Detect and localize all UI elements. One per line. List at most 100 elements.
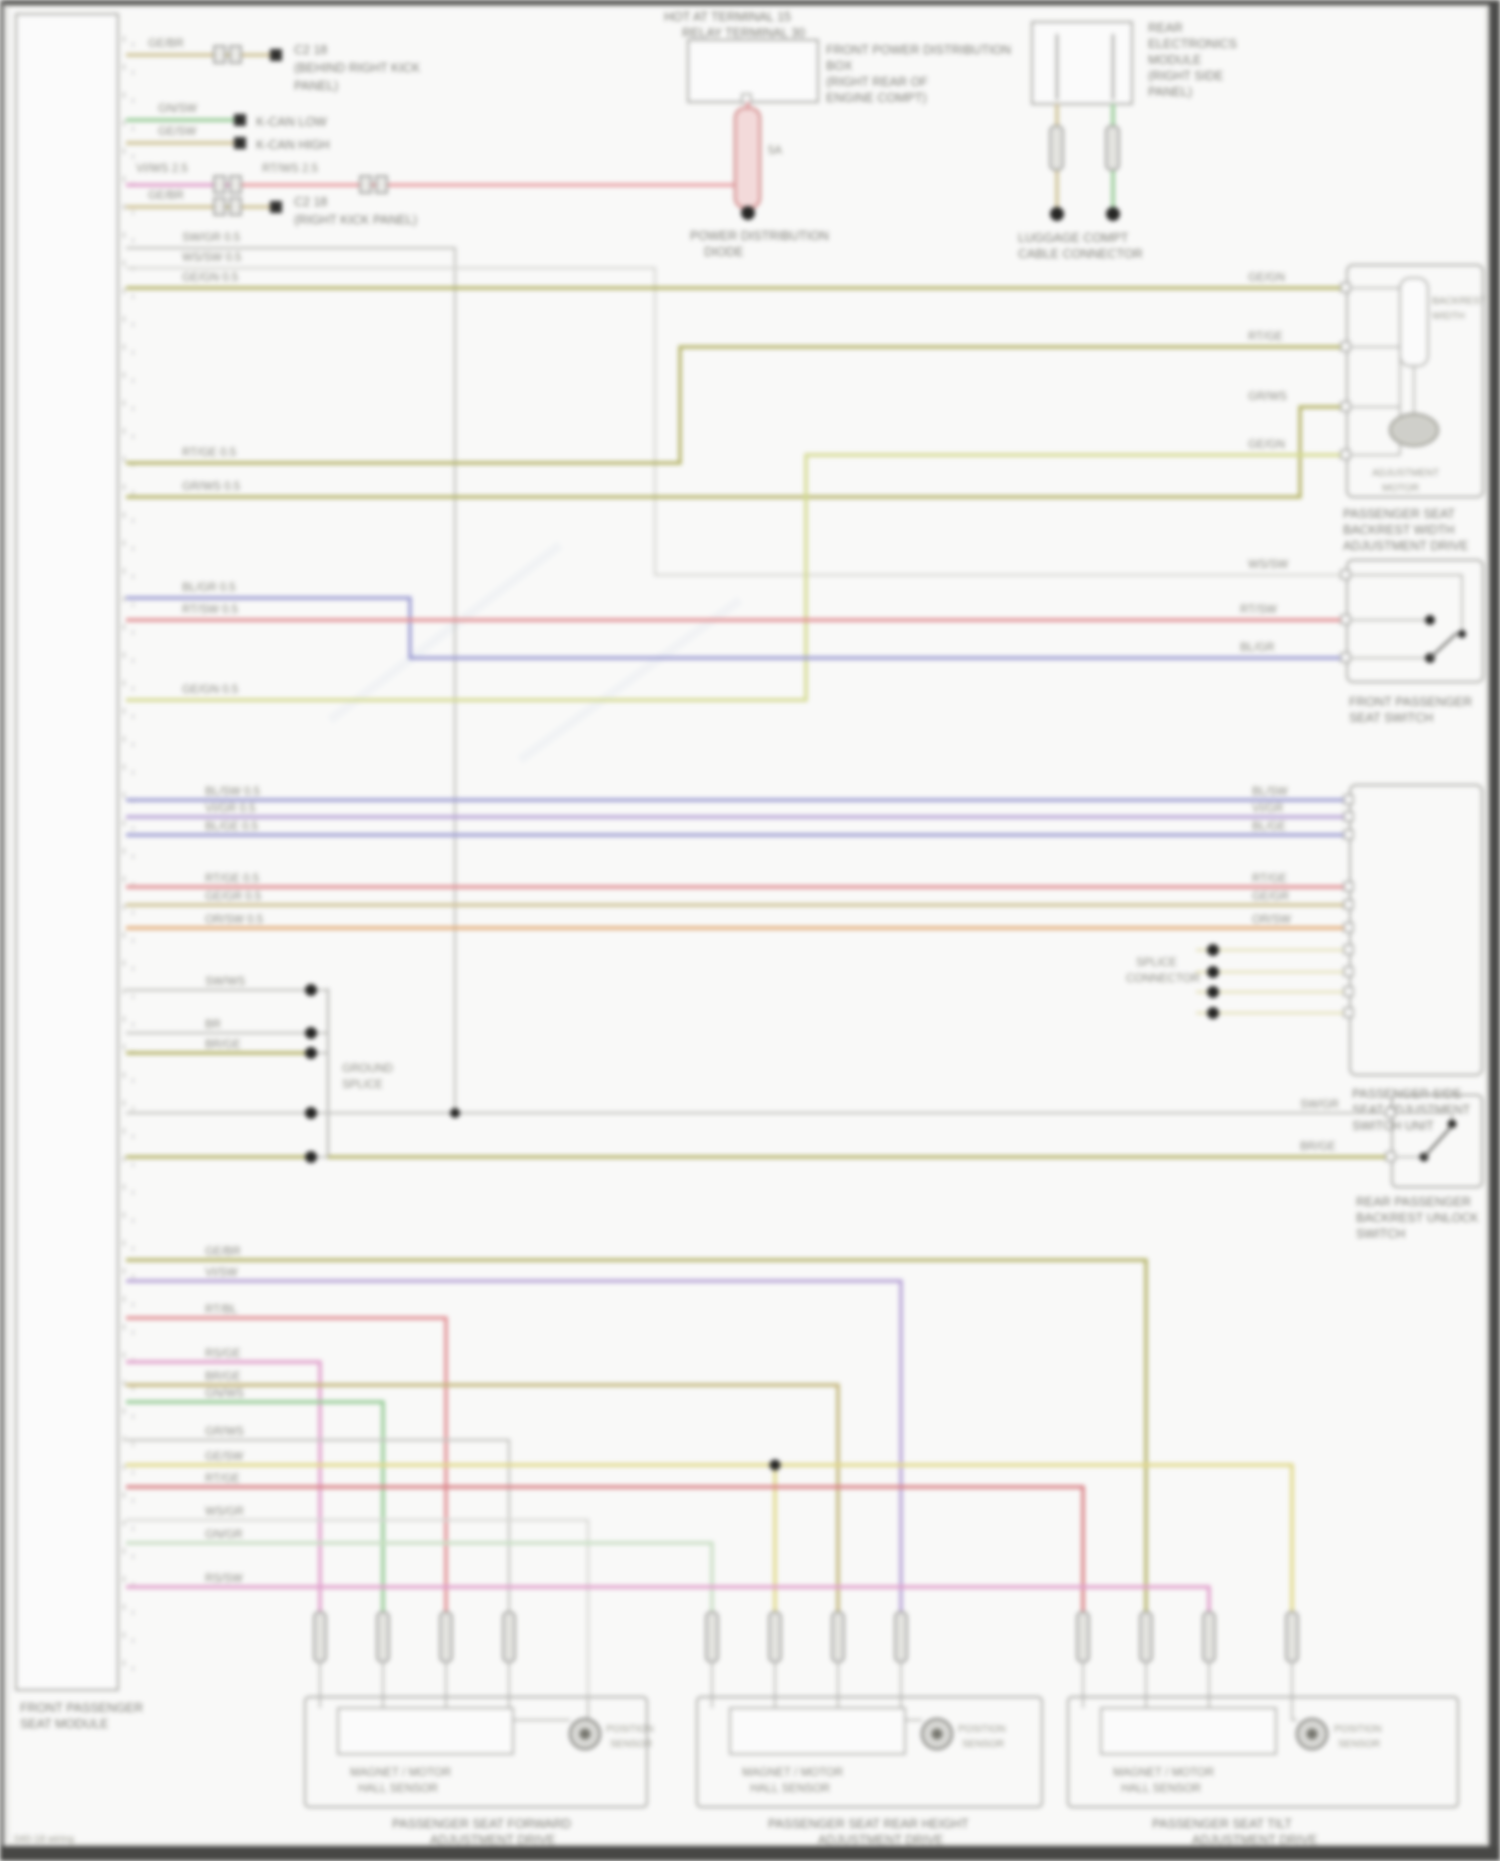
scan-artifact [327, 541, 743, 764]
splice-dot [305, 1027, 317, 1039]
motor-box [337, 1707, 514, 1755]
valve-symbol [1399, 277, 1429, 367]
wire-label: BR/GE [1300, 1141, 1336, 1153]
bottom-wires: GE/BR VI/SW RT/BL RS/GE BR/GE GN/WS GR/W… [126, 1246, 1294, 1700]
pin-ticks [1343, 794, 1354, 1018]
wire-label: GN/WS [205, 1388, 244, 1400]
junction-dot [741, 206, 755, 220]
pin-tick [1340, 282, 1351, 293]
pin-tick [1385, 1151, 1396, 1162]
splice-dot [305, 1151, 317, 1163]
wire-w26 [126, 1279, 903, 1662]
wire-label: GN/GR [205, 1529, 243, 1541]
box4-caption-1: REAR PASSENGER [1356, 1195, 1471, 1209]
capsule-connector [1049, 125, 1064, 171]
connector-ref: (BEHIND RIGHT KICK [294, 61, 421, 75]
distribution-label-1: FRONT POWER DISTRIBUTION [826, 43, 1011, 57]
inline-connector [229, 45, 242, 64]
contact-dot [1447, 1119, 1457, 1129]
wire-label: RS/SW [205, 1573, 243, 1585]
wire-label: BR/GE [205, 1371, 241, 1383]
wire-label: BL/GE 0.5 [205, 821, 258, 833]
assembly-rear-height-drive: MAGNET / MOTOR HALL SENSOR POSITION SENS… [695, 1611, 1044, 1847]
capsule-connector [1139, 1611, 1153, 1663]
wire-w33 [126, 1485, 1085, 1662]
fuse-symbol [733, 106, 762, 210]
wire-label: BL/GR 0.5 [182, 582, 236, 594]
mid-wires: SW/GR 0.5 WS/SW 0.5 WS/SW GE/GN 0.5 GE/G… [126, 232, 1347, 1113]
splice-dot [305, 984, 317, 996]
capsule-connector [831, 1611, 845, 1663]
wire-label: GE/GN 0.5 [182, 272, 238, 284]
wire-label: BL/SW [1252, 786, 1288, 798]
wire-w7 [126, 266, 1347, 577]
switch-unit-wires: BL/SW 0.5 BL/SW VI/GR 0.5 VI/GR BL/GE 0.… [126, 786, 1350, 1019]
assembly-caption-1: PASSENGER SEAT FORWARD [392, 1817, 571, 1831]
assembly-caption-2: ADJUSTMENT DRIVE [1192, 1833, 1317, 1847]
splice-label-1: SPLICE [1136, 957, 1177, 969]
seat-switch-unit: FRONT PASSENGER SEAT SWITCH [1340, 558, 1485, 725]
terminal-square [234, 114, 246, 126]
wire-label: RT/GE [1252, 873, 1287, 885]
pin-tick [1340, 569, 1351, 580]
assembly-caption-1: PASSENGER SEAT REAR HEIGHT [768, 1817, 969, 1831]
wire-label: VI/GR [1252, 803, 1283, 815]
inline-connector [229, 197, 242, 216]
wire-w12 [126, 596, 1347, 660]
wire-label: GE/GN [1248, 439, 1285, 451]
footer-note: 040-18 wiring [14, 1834, 74, 1845]
ground-dot [1050, 207, 1064, 221]
wire-w32b [775, 1463, 1294, 1662]
wire-label: BR [205, 1019, 221, 1031]
rear-module-caption-2: CABLE CONNECTOR [1018, 247, 1143, 261]
terminal-square [234, 137, 246, 149]
sheet [7, 5, 1487, 1845]
assembly-caption-1: PASSENGER SEAT TILT [1152, 1817, 1292, 1831]
power-caption-1: POWER DISTRIBUTION [690, 229, 829, 243]
wire-label: GR/WS [205, 1426, 244, 1438]
pin-tick [1340, 652, 1351, 663]
motor-label-1: ADJUSTMENT [1372, 468, 1439, 479]
splice-stubs [311, 989, 328, 1158]
wire-label: RT/WS 2.5 [262, 163, 318, 175]
junction-dot [450, 1108, 460, 1118]
wire-label: RT/GE 0.5 [205, 873, 259, 885]
wire-label: RT/SW [1240, 604, 1277, 616]
distribution-label-2: BOX [826, 59, 853, 73]
wire-w9 [126, 345, 1347, 465]
capsule-connector [768, 1611, 782, 1663]
connector-ref: C2 18 [294, 195, 327, 209]
motor-label-2: HALL SENSOR [358, 1783, 438, 1795]
rear-module-box [1030, 20, 1134, 106]
wire-w29 [126, 1383, 840, 1662]
wire-label: GR/WS [1248, 391, 1287, 403]
sensor-label-2: SENSOR [610, 1739, 652, 1750]
box4-caption-3: SWITCH [1356, 1227, 1405, 1241]
wire-w10 [126, 405, 1347, 499]
wire-label: BR/GE [205, 1039, 241, 1051]
wire-label: VI/SW [205, 1267, 238, 1279]
valve-label-1: BACKREST [1432, 296, 1486, 307]
motor-box [729, 1707, 906, 1755]
capsule-connector [1202, 1611, 1216, 1663]
inline-connector [213, 45, 226, 64]
wire-w30 [126, 1400, 385, 1662]
power-box [686, 38, 820, 104]
box4-caption-2: BACKREST UNLOCK [1356, 1211, 1479, 1225]
capsule-connector [1285, 1611, 1299, 1663]
motor-label-1: MAGNET / MOTOR [1113, 1767, 1214, 1779]
pin-drops [711, 1662, 922, 1721]
capsule-connector [376, 1611, 390, 1663]
wire-w27 [126, 1316, 448, 1662]
wire-label: SW/GR 0.5 [182, 232, 240, 244]
capsule-connector [1105, 125, 1120, 171]
splice-dot [305, 1107, 317, 1119]
power-header-2: RELAY TERMINAL 30 [682, 26, 805, 40]
capsule-connector [1076, 1611, 1090, 1663]
assembly-outer-box [1066, 1695, 1460, 1809]
wire-w28 [126, 1360, 322, 1662]
splice-dot [1207, 1007, 1219, 1019]
contact-dot [1425, 615, 1435, 625]
